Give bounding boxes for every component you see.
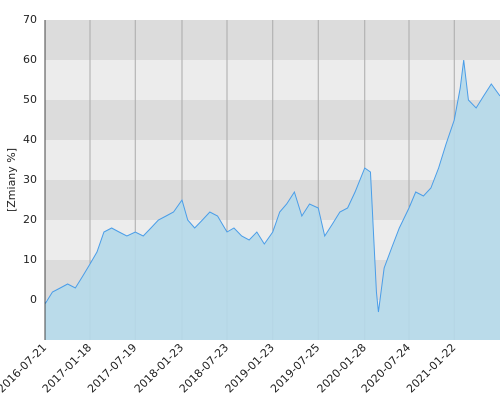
y-tick-label: 20 [23, 213, 37, 226]
y-axis-label: [Zmiany %] [5, 148, 18, 212]
y-tick-label: 30 [23, 173, 37, 186]
x-tick-label: 2021-01-22 [404, 341, 458, 395]
x-tick-label: 2017-07-19 [85, 341, 139, 395]
y-tick-label: 70 [23, 13, 37, 26]
y-tick-label: 50 [23, 93, 37, 106]
y-tick-label: 40 [23, 133, 37, 146]
area [45, 60, 500, 340]
y-tick-label: 0 [30, 293, 37, 306]
y-tick-label: 10 [23, 253, 37, 266]
y-tick-label: 60 [23, 53, 37, 66]
line [44, 59, 500, 313]
